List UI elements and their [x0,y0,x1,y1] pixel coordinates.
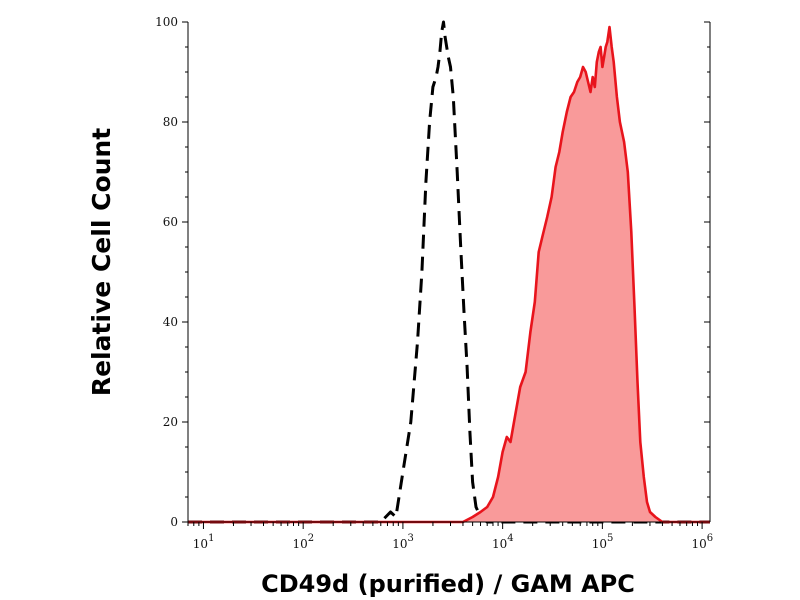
y-axis: 0 20 40 60 80 100 [155,15,710,529]
y-tick-label: 0 [170,515,178,529]
x-tick-label: 106 [691,533,713,551]
x-tick-label: 102 [293,533,315,551]
y-tick-label: 20 [163,415,178,429]
series-0-line [188,20,710,524]
y-tick-label: 100 [155,15,178,29]
x-tick-label: 104 [492,533,514,551]
y-tick-label: 80 [163,115,178,129]
y-tick-label: 60 [163,215,178,229]
x-axis: 101 102 103 104 105 106 [187,522,713,551]
y-axis-title: Relative Cell Count [87,128,116,396]
series-layer [188,20,710,524]
x-tick-label: 101 [193,533,215,551]
series-1-fill [188,27,710,522]
x-tick-label: 105 [592,533,614,551]
x-tick-label: 103 [392,533,414,551]
y-tick-label: 40 [163,315,178,329]
x-axis-title: CD49d (purified) / GAM APC [261,570,635,598]
series-1-line [188,25,710,524]
